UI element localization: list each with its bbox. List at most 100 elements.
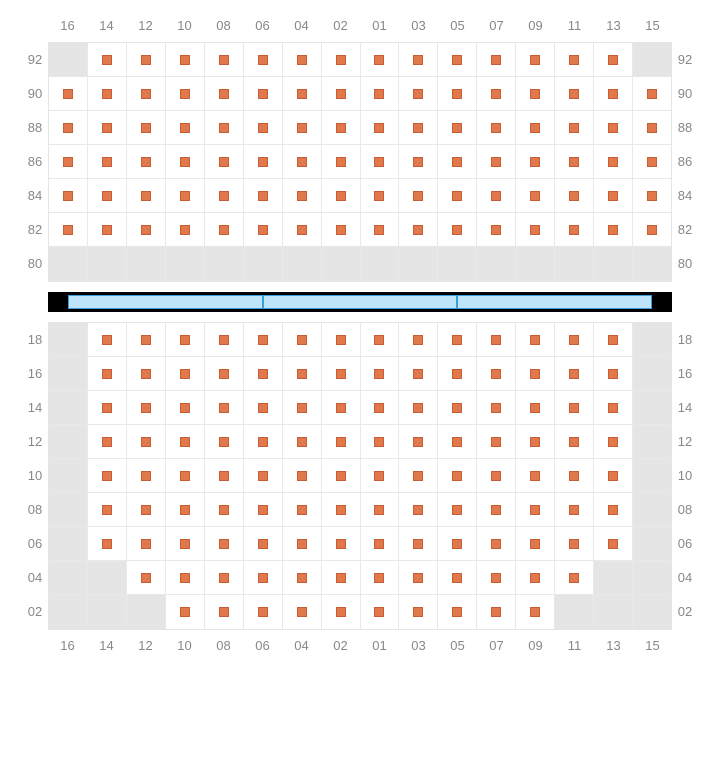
seat-cell[interactable] [49, 213, 88, 247]
seat-cell[interactable] [594, 213, 633, 247]
seat-cell[interactable] [166, 425, 205, 459]
seat-cell[interactable] [244, 111, 283, 145]
seat-cell[interactable] [361, 323, 400, 357]
seat-cell[interactable] [477, 77, 516, 111]
seat-cell[interactable] [477, 145, 516, 179]
seat-cell[interactable] [322, 391, 361, 425]
seat-cell[interactable] [88, 323, 127, 357]
seat-cell[interactable] [322, 527, 361, 561]
seat-cell[interactable] [594, 145, 633, 179]
seat-cell[interactable] [127, 425, 166, 459]
seat-cell[interactable] [127, 561, 166, 595]
seat-cell[interactable] [166, 213, 205, 247]
seat-cell[interactable] [516, 179, 555, 213]
seat-cell[interactable] [205, 77, 244, 111]
seat-cell[interactable] [88, 179, 127, 213]
seat-cell[interactable] [88, 357, 127, 391]
seat-cell[interactable] [127, 527, 166, 561]
seat-cell[interactable] [283, 459, 322, 493]
seat-cell[interactable] [88, 527, 127, 561]
seat-cell[interactable] [166, 561, 205, 595]
seat-cell[interactable] [477, 213, 516, 247]
seat-cell[interactable] [244, 527, 283, 561]
seat-cell[interactable] [361, 179, 400, 213]
seat-cell[interactable] [555, 179, 594, 213]
seat-cell[interactable] [322, 323, 361, 357]
seat-cell[interactable] [399, 493, 438, 527]
seat-cell[interactable] [322, 561, 361, 595]
seat-cell[interactable] [88, 493, 127, 527]
seat-cell[interactable] [399, 527, 438, 561]
seat-cell[interactable] [283, 425, 322, 459]
seat-cell[interactable] [555, 527, 594, 561]
seat-cell[interactable] [516, 213, 555, 247]
seat-cell[interactable] [322, 179, 361, 213]
seat-cell[interactable] [594, 493, 633, 527]
seat-cell[interactable] [399, 43, 438, 77]
seat-cell[interactable] [516, 391, 555, 425]
seat-cell[interactable] [633, 179, 671, 213]
seat-cell[interactable] [322, 357, 361, 391]
seat-cell[interactable] [361, 111, 400, 145]
seat-cell[interactable] [516, 561, 555, 595]
seat-cell[interactable] [244, 323, 283, 357]
seat-cell[interactable] [244, 213, 283, 247]
seat-cell[interactable] [555, 111, 594, 145]
seat-cell[interactable] [594, 43, 633, 77]
seat-cell[interactable] [49, 111, 88, 145]
seat-cell[interactable] [127, 213, 166, 247]
seat-cell[interactable] [283, 357, 322, 391]
seat-cell[interactable] [166, 77, 205, 111]
seat-cell[interactable] [166, 111, 205, 145]
seat-cell[interactable] [361, 425, 400, 459]
seat-cell[interactable] [205, 493, 244, 527]
seat-cell[interactable] [555, 425, 594, 459]
seat-cell[interactable] [283, 391, 322, 425]
seat-cell[interactable] [361, 561, 400, 595]
seat-cell[interactable] [166, 595, 205, 629]
seat-cell[interactable] [205, 323, 244, 357]
seat-cell[interactable] [49, 179, 88, 213]
seat-cell[interactable] [555, 357, 594, 391]
seat-cell[interactable] [555, 391, 594, 425]
seat-cell[interactable] [283, 179, 322, 213]
seat-cell[interactable] [205, 391, 244, 425]
seat-cell[interactable] [166, 527, 205, 561]
seat-cell[interactable] [477, 357, 516, 391]
seat-cell[interactable] [244, 145, 283, 179]
seat-cell[interactable] [49, 77, 88, 111]
seat-cell[interactable] [244, 459, 283, 493]
seat-cell[interactable] [127, 459, 166, 493]
seat-cell[interactable] [555, 77, 594, 111]
seat-cell[interactable] [399, 323, 438, 357]
seat-cell[interactable] [205, 595, 244, 629]
seat-cell[interactable] [244, 493, 283, 527]
seat-cell[interactable] [283, 323, 322, 357]
seat-cell[interactable] [127, 145, 166, 179]
seat-cell[interactable] [283, 493, 322, 527]
seat-cell[interactable] [166, 391, 205, 425]
seat-cell[interactable] [244, 179, 283, 213]
seat-cell[interactable] [166, 179, 205, 213]
seat-cell[interactable] [399, 179, 438, 213]
seat-cell[interactable] [594, 179, 633, 213]
seat-cell[interactable] [477, 595, 516, 629]
seat-cell[interactable] [244, 77, 283, 111]
seat-cell[interactable] [88, 111, 127, 145]
seat-cell[interactable] [438, 213, 477, 247]
seat-cell[interactable] [244, 561, 283, 595]
seat-cell[interactable] [283, 111, 322, 145]
seat-cell[interactable] [438, 493, 477, 527]
seat-cell[interactable] [555, 43, 594, 77]
seat-cell[interactable] [633, 213, 671, 247]
seat-cell[interactable] [283, 595, 322, 629]
seat-cell[interactable] [516, 357, 555, 391]
seat-cell[interactable] [399, 77, 438, 111]
seat-cell[interactable] [283, 43, 322, 77]
seat-cell[interactable] [322, 111, 361, 145]
seat-cell[interactable] [594, 357, 633, 391]
seat-cell[interactable] [205, 213, 244, 247]
seat-cell[interactable] [399, 145, 438, 179]
seat-cell[interactable] [205, 43, 244, 77]
seat-cell[interactable] [88, 145, 127, 179]
